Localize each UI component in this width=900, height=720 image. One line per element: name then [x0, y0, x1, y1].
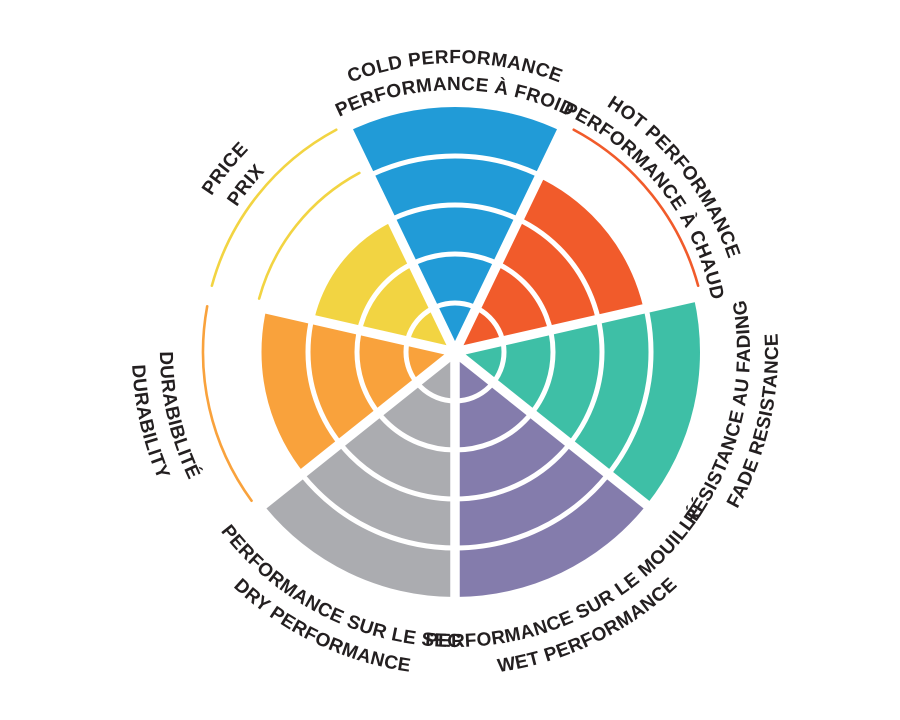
sector-separator-3 — [452, 348, 666, 522]
scale-outline-arc-price-ring4 — [257, 171, 361, 300]
center-hub — [450, 347, 460, 357]
scale-outline-arc-price-ring5 — [210, 128, 338, 287]
sector-fill-fade-resistance — [455, 297, 701, 505]
sector-separator-5 — [244, 348, 458, 522]
scale-outline-arc-hot-performance-ring5 — [572, 128, 700, 287]
sector-separator-1 — [450, 110, 575, 355]
sector-separator-0 — [335, 110, 460, 355]
sector-fill-dry-performance — [263, 352, 455, 597]
sector-fill-cold-performance — [348, 106, 562, 352]
sector-separator-2 — [453, 288, 716, 357]
sector-fill-wet-performance — [455, 352, 647, 597]
sector-label-hot-performance-line1-textpath: HOT PERFORMANCE — [604, 92, 744, 261]
scale-outline-arc-durability-ring5 — [201, 304, 253, 503]
sector-label-hot-performance-line1: HOT PERFORMANCE — [604, 92, 744, 261]
sector-separator-6 — [194, 288, 457, 357]
